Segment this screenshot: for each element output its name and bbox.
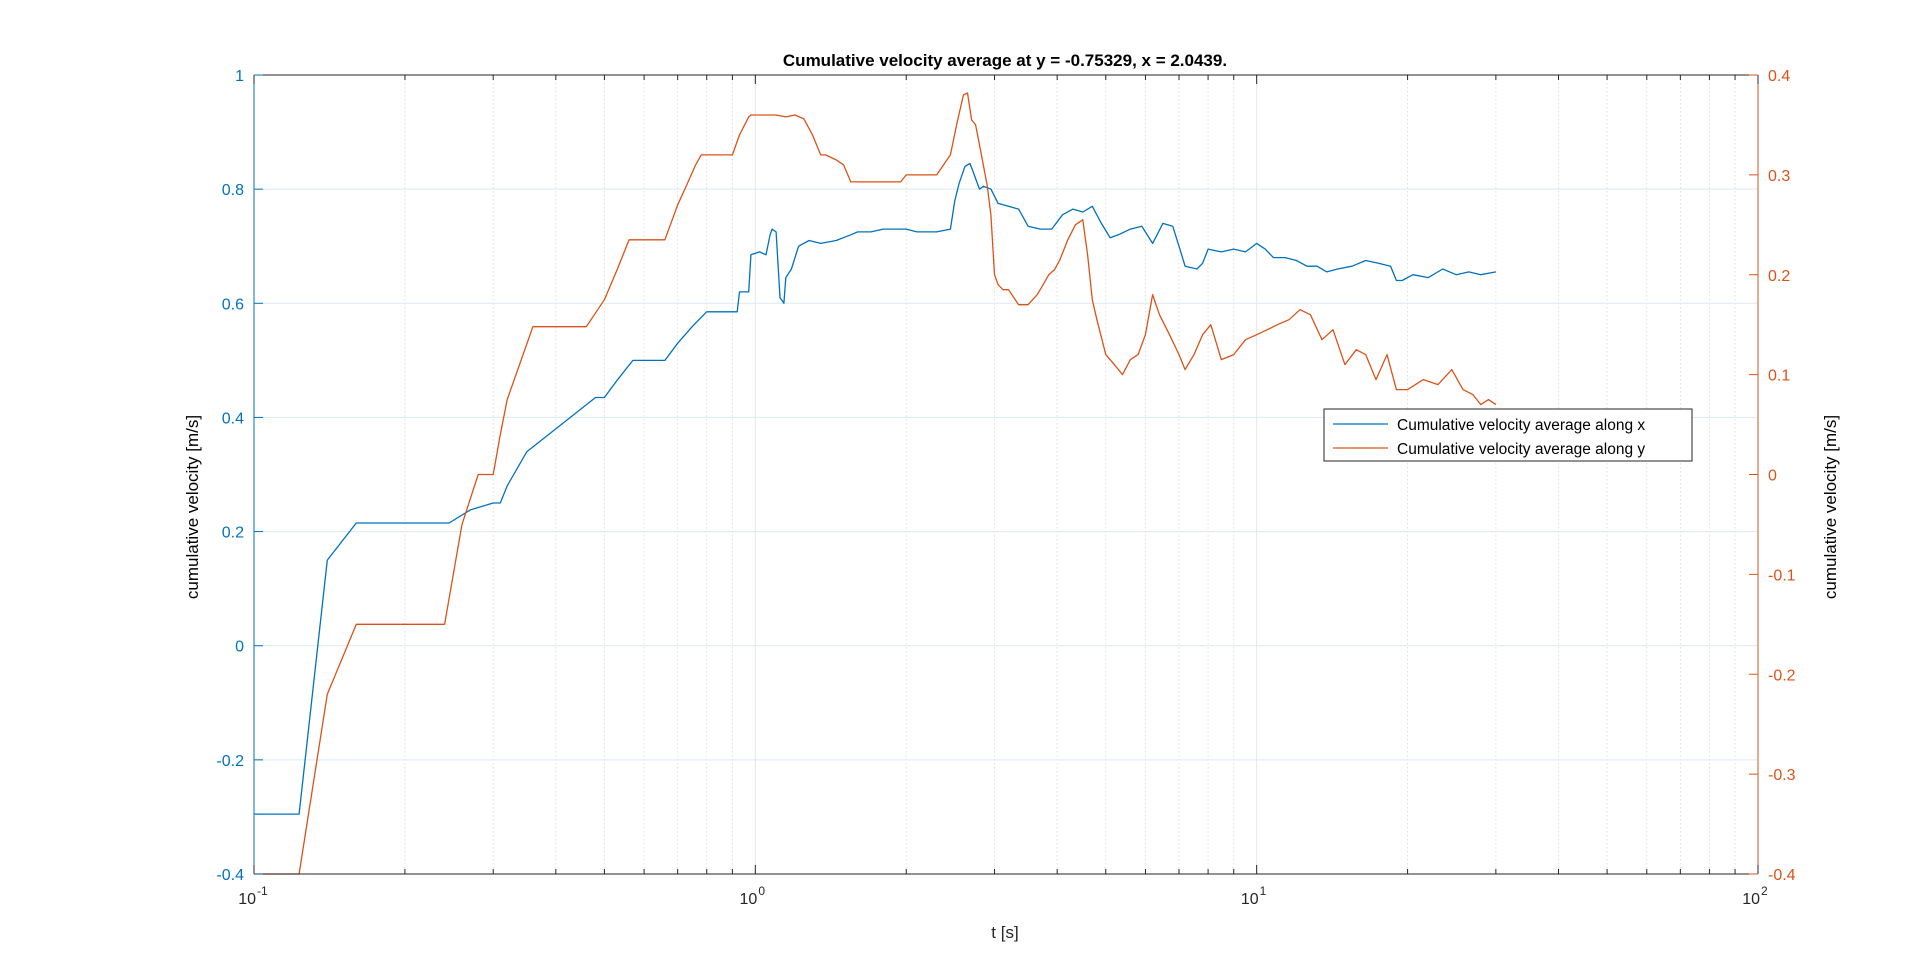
- y-left-tick-label: 0.2: [222, 525, 244, 542]
- y-right-tick-label: 0.1: [1768, 368, 1790, 385]
- ticks-layer: 10 -1 10 0 10 1 10 2-0.4-0.200.20.40.60.81-0.4-…: [216, 68, 1795, 908]
- x-tick-label-exponent: 2: [1761, 884, 1768, 898]
- series-layer: [254, 92, 1497, 875]
- x-tick-label: 10 -1: [238, 884, 268, 908]
- y-right-tick-label: -0.2: [1768, 667, 1796, 684]
- series-line-x: [254, 162, 1497, 815]
- y-right-tick-label: -0.1: [1768, 567, 1796, 584]
- y-left-tick-label: 0.4: [222, 410, 244, 427]
- chart-title: Cumulative velocity average at y = -0.75…: [783, 51, 1227, 70]
- legend-label-x: Cumulative velocity average along x: [1397, 417, 1645, 434]
- x-tick-label: 10 0: [740, 884, 766, 908]
- y-left-tick-label: 0.8: [222, 182, 244, 199]
- y-right-tick-label: 0: [1768, 468, 1777, 485]
- x-tick-label-base: 10: [1241, 891, 1259, 908]
- legend-label-y: Cumulative velocity average along y: [1397, 441, 1645, 458]
- y-right-tick-label: -0.4: [1768, 867, 1796, 884]
- y-left-tick-label: -0.4: [216, 867, 244, 884]
- x-tick-label-base: 10: [740, 891, 758, 908]
- y-axis-label-left: cumulative velocity [m/s]: [183, 415, 202, 599]
- series-line-y: [254, 92, 1497, 875]
- legend-box: [1323, 408, 1693, 462]
- y-left-tick-label: 0.6: [222, 296, 244, 313]
- x-tick-label-exponent: -1: [257, 884, 268, 898]
- x-tick-label-exponent: 0: [758, 884, 765, 898]
- plot-area: [254, 75, 1758, 874]
- legend: Cumulative velocity average along x Cumu…: [1323, 408, 1693, 462]
- y-right-tick-label: 0.4: [1768, 68, 1790, 85]
- x-tick-label-exponent: 1: [1260, 884, 1267, 898]
- x-tick-label: 10 1: [1241, 884, 1267, 908]
- x-tick-label-base: 10: [1742, 891, 1760, 908]
- y-left-tick-label: -0.2: [216, 753, 244, 770]
- y-left-tick-label: 0: [235, 639, 244, 656]
- y-axis-label-right: cumulative velocity [m/s]: [1821, 415, 1840, 599]
- y-right-tick-label: 0.3: [1768, 168, 1790, 185]
- y-right-tick-label: 0.2: [1768, 268, 1790, 285]
- y-left-tick-label: 1: [235, 68, 244, 85]
- x-tick-label-base: 10: [238, 891, 256, 908]
- x-tick-label: 10 2: [1742, 884, 1768, 908]
- x-axis-label: t [s]: [991, 923, 1018, 942]
- y-right-tick-label: -0.3: [1768, 767, 1796, 784]
